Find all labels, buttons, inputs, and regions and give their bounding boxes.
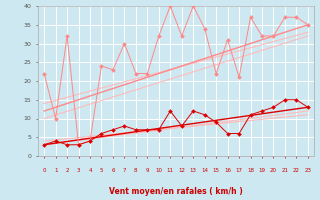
X-axis label: Vent moyen/en rafales ( km/h ): Vent moyen/en rafales ( km/h ) bbox=[109, 187, 243, 196]
